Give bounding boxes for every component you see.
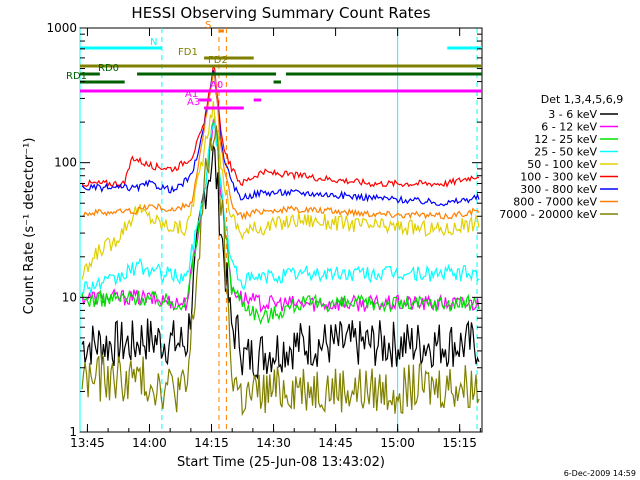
y-tick-label-3: 1000 (46, 21, 77, 35)
vertical-lines (79, 28, 478, 432)
series-line-8 (81, 125, 480, 417)
x-tick-label-2: 14:15 (194, 436, 229, 450)
legend-label-4: 50 - 100 keV (527, 158, 597, 171)
x-tick-label-6: 15:15 (442, 436, 477, 450)
footer-timestamp: 6-Dec-2009 14:59 (564, 469, 636, 478)
y-tick-label-2: 100 (54, 156, 77, 170)
flag-label-s: S (205, 20, 211, 31)
series-layer (81, 64, 480, 417)
series-line-1 (81, 119, 480, 314)
y-tick-label-0: 1 (69, 425, 77, 439)
legend-label-8: 7000 - 20000 keV (499, 208, 597, 221)
legend-label-3: 25 - 50 keV (534, 146, 597, 159)
series-line-4 (81, 100, 480, 280)
legend-label-0: 3 - 6 keV (548, 108, 597, 121)
flag-label-fd1: FD1 (178, 47, 198, 58)
series-line-6 (81, 70, 480, 207)
x-tick-label-5: 15:00 (380, 436, 415, 450)
series-line-3 (81, 121, 480, 295)
flag-label-n: N (150, 37, 157, 48)
series-line-0 (81, 145, 480, 380)
y-tick-label-1: 10 (62, 290, 77, 304)
x-tick-label-0: 13:45 (70, 436, 105, 450)
x-tick-label-1: 14:00 (132, 436, 167, 450)
series-line-2 (81, 116, 480, 326)
flag-label-rd0: RD0 (98, 63, 119, 74)
flag-label-a3: A3 (187, 97, 200, 108)
series-line-5 (81, 64, 480, 189)
axes: 13:45 14:00 14:15 14:30 14:45 15:00 15:15 1 10 10… (46, 21, 482, 450)
flag-label-a0: A0 (210, 80, 223, 91)
x-tick-label-4: 14:45 (318, 436, 353, 450)
flag-label-fd2: FD2 (208, 55, 228, 66)
flag-label-a1: A1 (185, 89, 198, 100)
x-axis-label: Start Time (25-Jun-08 13:43:02) (177, 455, 385, 470)
legend-label-5: 100 - 300 keV (520, 171, 597, 184)
chart-title: HESSI Observing Summary Count Rates (131, 4, 430, 22)
y-axis-label: Count Rate (s⁻¹ detector⁻¹) (22, 138, 37, 315)
flag-label-rd1: RD1 (66, 71, 87, 82)
x-tick-label-3: 14:30 (256, 436, 291, 450)
legend-label-1: 6 - 12 keV (541, 121, 597, 134)
legend-label-6: 300 - 800 keV (520, 183, 597, 196)
legend-label-7: 800 - 7000 keV (513, 196, 597, 209)
series-line-7 (81, 72, 480, 221)
legend-label-2: 12 - 25 keV (534, 133, 597, 146)
legend-title: Det 1,3,4,5,6,9 (541, 93, 624, 106)
